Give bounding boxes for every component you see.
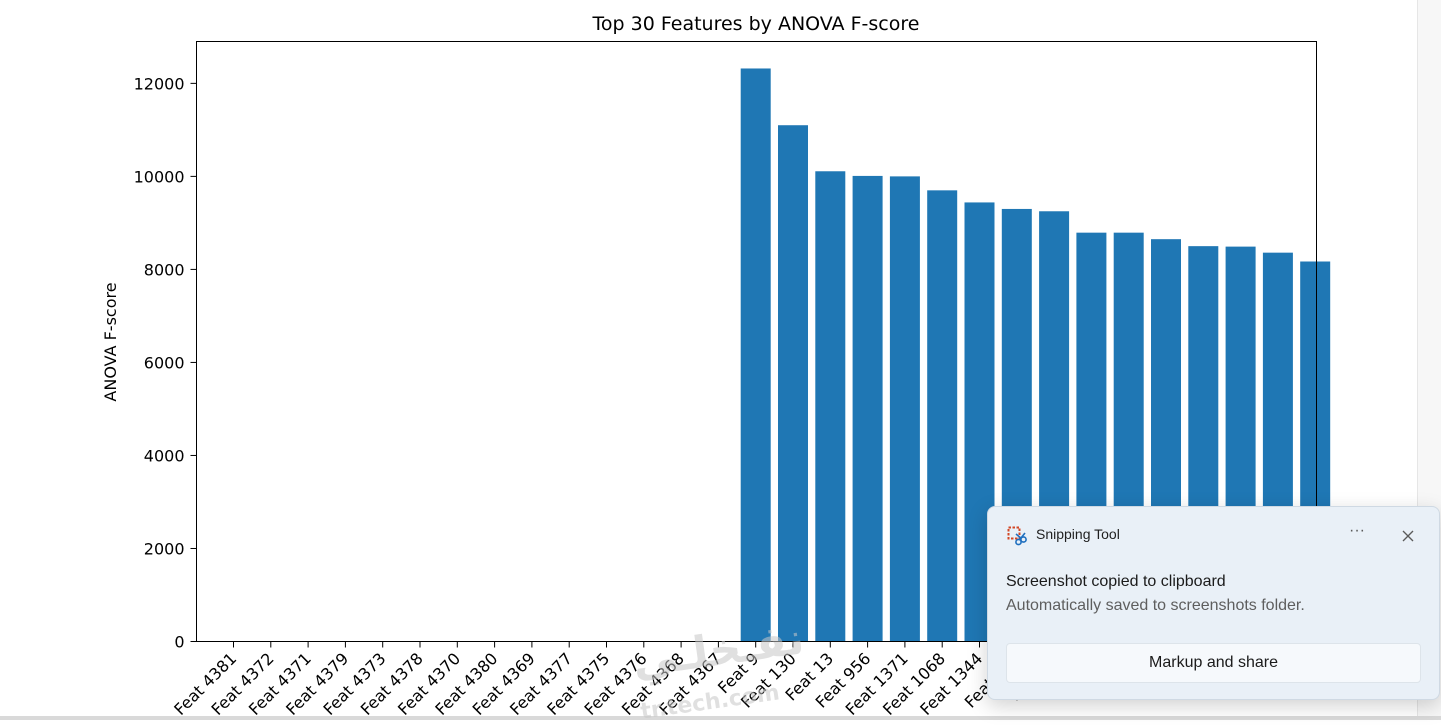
close-button[interactable] bbox=[1394, 525, 1422, 547]
bars-group bbox=[740, 68, 1331, 642]
y-tick-label: 12000 bbox=[134, 74, 185, 93]
y-axis-label: ANOVA F-score bbox=[101, 282, 120, 401]
more-options-button[interactable]: ··· bbox=[1349, 522, 1365, 539]
y-tick-label: 10000 bbox=[134, 167, 185, 186]
plot-frame bbox=[196, 41, 1317, 642]
notification-body: Automatically saved to screenshots folde… bbox=[1006, 597, 1305, 614]
snipping-tool-notification: Snipping Tool ··· Screenshot copied to c… bbox=[987, 506, 1440, 700]
notification-app-name: Snipping Tool bbox=[1036, 526, 1120, 542]
y-tick-label: 8000 bbox=[144, 260, 185, 279]
bar bbox=[778, 125, 808, 642]
y-tick-label: 2000 bbox=[144, 539, 185, 558]
bar bbox=[815, 171, 846, 642]
bar bbox=[740, 68, 771, 642]
markup-and-share-button[interactable]: Markup and share bbox=[1006, 643, 1421, 683]
notification-title: Screenshot copied to clipboard bbox=[1006, 573, 1226, 590]
y-ticks-group: 0 2000 4000 6000 8000 10000 12000 bbox=[134, 74, 197, 652]
bar bbox=[889, 176, 920, 642]
bar bbox=[927, 190, 958, 642]
bar bbox=[852, 175, 883, 642]
snipping-tool-icon bbox=[1007, 526, 1027, 546]
y-tick-label: 0 bbox=[174, 633, 184, 652]
y-tick-label: 6000 bbox=[144, 353, 185, 372]
y-tick-label: 4000 bbox=[144, 446, 185, 465]
chart-title: Top 30 Features by ANOVA F-score bbox=[592, 13, 920, 35]
close-icon bbox=[1402, 530, 1414, 542]
window-bottom-edge bbox=[0, 716, 1441, 720]
